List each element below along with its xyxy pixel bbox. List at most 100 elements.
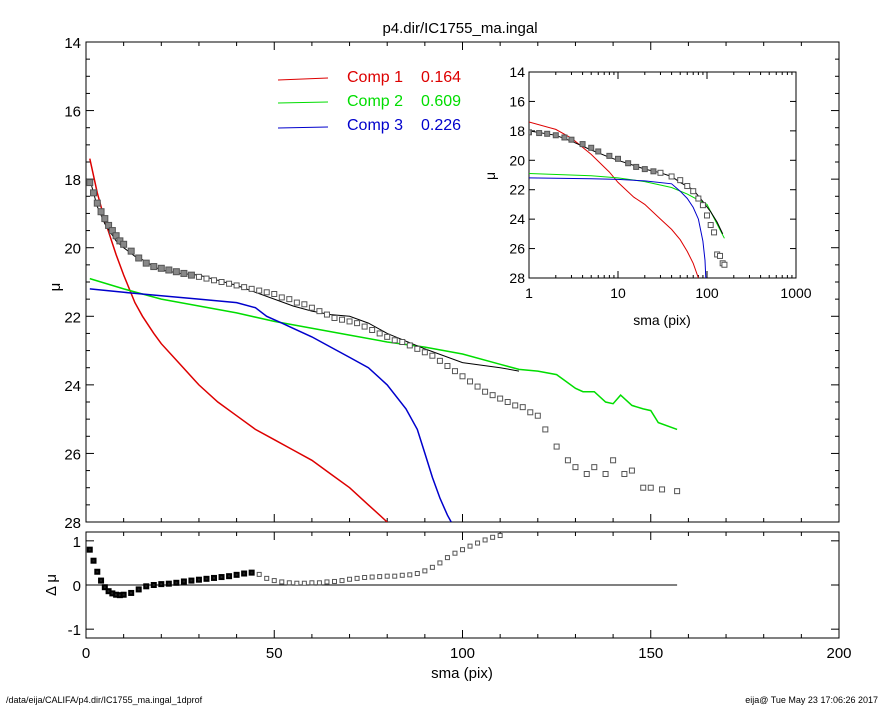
main-data-point [263, 289, 270, 296]
main-data-point [553, 443, 560, 450]
main-data-point [527, 409, 534, 416]
residual-point [309, 580, 315, 586]
x-tick-label: 150 [638, 645, 663, 662]
inset-data-point [561, 134, 568, 141]
main-data-point [451, 368, 458, 375]
main-data-point [308, 304, 315, 311]
main-data-point [564, 457, 571, 464]
main-data-point [542, 426, 549, 433]
main-y-tick-label: 22 [64, 309, 81, 326]
main-data-point [674, 488, 681, 495]
main-data-point [323, 311, 330, 318]
inset-y-tick-label: 24 [509, 211, 525, 227]
residual-point [497, 533, 503, 539]
inset-data-point [721, 261, 728, 268]
inset-data-point [615, 155, 621, 162]
residual-point [429, 564, 435, 570]
inset-y-tick-label: 16 [509, 93, 525, 109]
main-data-point [583, 471, 590, 477]
main-data-point [187, 271, 195, 279]
residual-point [120, 591, 127, 598]
main-data-point [640, 484, 647, 491]
inset-y-tick-label: 26 [509, 241, 525, 257]
residual-point [316, 580, 322, 586]
main-data-point [86, 179, 94, 187]
inset-data-point [704, 212, 710, 219]
residual-point [211, 574, 218, 581]
main-data-point [504, 399, 511, 405]
main-data-point [429, 352, 436, 359]
residual-point [369, 574, 375, 580]
main-data-point [150, 263, 158, 271]
main-data-point [172, 268, 180, 276]
main-series-comp-1 [89, 158, 388, 522]
main-data-point [361, 323, 368, 330]
main-data-point [391, 337, 398, 344]
main-data-point [316, 308, 323, 315]
main-data-point [354, 320, 361, 327]
residual-point [150, 582, 157, 588]
main-data-point [120, 240, 128, 248]
main-data-point [534, 412, 541, 419]
main-data-point [241, 284, 248, 291]
main-data-point [406, 342, 413, 349]
main-data-point [271, 291, 278, 297]
main-data-point [97, 208, 105, 216]
main-y-tick-label: 28 [64, 515, 81, 532]
inset-series-comp-3 [529, 177, 707, 278]
main-y-axis-label: μ [47, 283, 64, 292]
main-y-ticks: 14 16 18 20 22 24 26 28 [64, 35, 840, 532]
main-y-tick-label: 14 [64, 35, 81, 52]
main-series [86, 158, 681, 522]
residual-series [86, 533, 678, 599]
main-data-point [628, 467, 635, 474]
main-data-point [459, 373, 466, 380]
main-data-point [384, 333, 391, 340]
residual-point [294, 580, 300, 586]
residual-point [90, 557, 97, 564]
inset-x-axis-label: sma (pix) [633, 312, 691, 328]
main-data-point [474, 383, 481, 390]
residual-y-tick-label: -1 [68, 622, 81, 639]
inset-y-tick-label: 22 [509, 182, 525, 198]
legend-value-comp3: 0.226 [421, 117, 461, 134]
residual-point [377, 574, 383, 580]
main-series-model [89, 178, 520, 372]
inset-data-point [625, 160, 632, 167]
main-data-point [421, 349, 428, 356]
main-data-point [108, 227, 116, 235]
main-data-point [90, 189, 98, 197]
main-data-point [647, 484, 654, 491]
main-data-point [489, 392, 496, 399]
main-data-point [248, 285, 255, 292]
main-y-tick-label: 20 [64, 241, 81, 258]
main-data-point [346, 318, 353, 325]
inset-x-tick-label: 10 [610, 285, 626, 301]
residual-point [233, 571, 240, 578]
residual-point [271, 578, 277, 584]
footer-path: /data/eija/CALIFA/p4.dir/IC1755_ma.ingal… [6, 695, 203, 705]
legend-label-comp3: Comp 3 [347, 117, 403, 134]
inset-y-tick-label: 20 [509, 152, 525, 168]
residual-point [143, 583, 150, 590]
residual-point [248, 569, 255, 576]
legend-line-comp2 [277, 101, 329, 104]
legend-value-comp1: 0.164 [421, 69, 461, 86]
main-data-point [105, 221, 113, 229]
main-y-tick-label: 16 [64, 104, 81, 121]
residual-point [256, 571, 262, 577]
main-y-tick-label: 24 [64, 378, 81, 395]
main-data-point [218, 279, 225, 285]
inset-data-point [633, 163, 640, 170]
residual-point [279, 579, 285, 585]
main-data-point [180, 269, 188, 277]
main-data-point [293, 299, 300, 306]
inset-data-point [588, 144, 595, 151]
residual-point [98, 577, 105, 584]
chart-title: p4.dir/IC1755_ma.ingal [382, 20, 537, 37]
x-tick-label: 200 [826, 645, 851, 662]
residual-point [422, 568, 428, 574]
inset-data-point [579, 141, 586, 148]
residual-point [286, 580, 292, 586]
residual-point [135, 586, 142, 593]
